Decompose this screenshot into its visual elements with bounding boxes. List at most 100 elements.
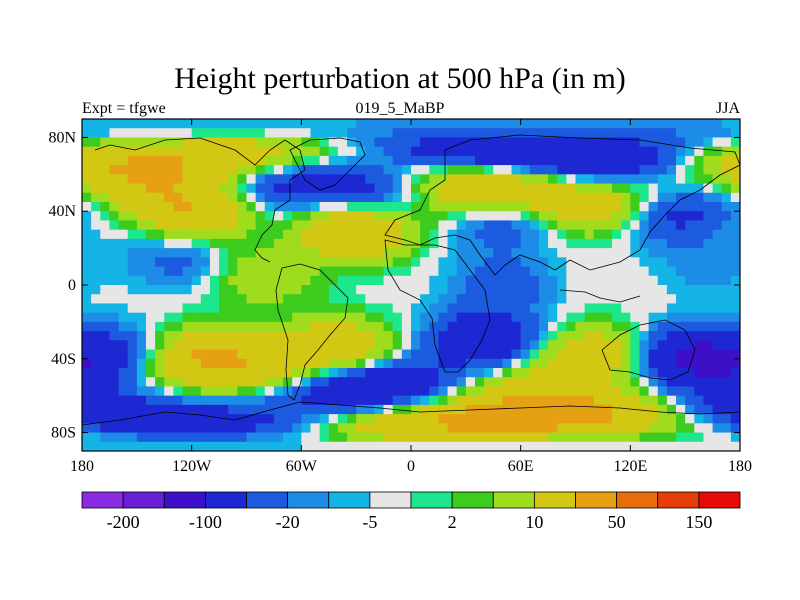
contour-cell	[200, 285, 211, 295]
contour-cell	[319, 266, 330, 277]
contour-cell	[566, 285, 576, 295]
contour-cell	[703, 441, 713, 451]
contour-cell	[438, 432, 448, 443]
contour-cell	[356, 146, 366, 157]
contour-cell	[676, 238, 686, 249]
contour-cell	[118, 165, 129, 175]
contour-cell	[383, 174, 394, 184]
contour-cell	[493, 414, 503, 424]
contour-cell	[429, 294, 439, 304]
contour-cell	[712, 285, 723, 295]
contour-cell	[273, 238, 284, 249]
contour-cell	[365, 192, 375, 203]
contour-cell	[703, 174, 713, 184]
contour-cell	[694, 395, 704, 406]
contour-cell	[648, 368, 659, 378]
contour-cell	[127, 294, 138, 304]
contour-cell	[429, 211, 439, 221]
contour-cell	[420, 441, 430, 451]
contour-cell	[255, 441, 266, 451]
contour-cell	[301, 211, 311, 221]
contour-cell	[200, 183, 211, 194]
contour-cell	[502, 303, 512, 314]
contour-cell	[712, 414, 723, 424]
contour-cell	[191, 220, 202, 231]
contour-cell	[310, 294, 321, 304]
contour-cell	[447, 275, 458, 286]
contour-cell	[155, 404, 165, 415]
contour-cell	[456, 119, 467, 129]
contour-cell	[292, 395, 302, 406]
contour-cell	[374, 238, 384, 249]
contour-cell	[639, 368, 650, 378]
contour-field	[82, 119, 740, 451]
y-tick-label: 0	[68, 277, 76, 294]
contour-cell	[118, 331, 129, 341]
contour-cell	[493, 432, 503, 443]
contour-cell	[347, 202, 357, 212]
contour-cell	[438, 266, 448, 277]
contour-cell	[383, 266, 394, 277]
contour-cell	[529, 266, 540, 277]
contour-cell	[109, 423, 119, 433]
contour-cell	[465, 414, 476, 424]
contour-cell	[511, 183, 522, 194]
contour-cell	[164, 312, 174, 323]
contour-cell	[273, 358, 284, 369]
contour-cell	[685, 119, 695, 129]
contour-cell	[520, 377, 531, 387]
coastline-greenland	[289, 137, 366, 191]
contour-cell	[657, 229, 668, 240]
contour-cell	[694, 358, 704, 369]
contour-cell	[191, 266, 202, 277]
contour-cell	[219, 358, 229, 369]
contour-cell	[356, 331, 366, 341]
contour-cell	[237, 368, 247, 378]
contour-cell	[721, 285, 732, 295]
contour-cell	[237, 285, 247, 295]
contour-cell	[365, 349, 375, 360]
contour-cell	[264, 229, 275, 240]
contour-cell	[255, 404, 266, 415]
contour-cell	[209, 137, 220, 148]
contour-cell	[310, 165, 321, 175]
contour-cell	[520, 238, 531, 249]
contour-cell	[145, 386, 156, 397]
contour-cell	[456, 266, 467, 277]
contour-cell	[392, 423, 403, 433]
contour-cell	[538, 441, 549, 451]
contour-cell	[465, 395, 476, 406]
contour-cell	[237, 275, 247, 286]
contour-cell	[182, 155, 193, 166]
contour-cell	[511, 211, 522, 221]
contour-cell	[237, 229, 247, 240]
contour-cell	[283, 423, 293, 433]
contour-cell	[401, 321, 412, 332]
contour-cell	[538, 294, 549, 304]
contour-cell	[347, 119, 357, 129]
contour-cell	[209, 321, 220, 332]
contour-cell	[447, 349, 458, 360]
contour-cell	[337, 146, 348, 157]
contour-cell	[712, 368, 723, 378]
contour-cell	[219, 238, 229, 249]
contour-cell	[474, 331, 485, 341]
colorbar-swatch	[81, 491, 124, 509]
contour-cell	[730, 331, 740, 341]
contour-cell	[529, 423, 540, 433]
contour-cell	[474, 395, 485, 406]
contour-cell	[721, 128, 732, 138]
contour-cell	[383, 414, 394, 424]
contour-cell	[200, 128, 211, 138]
contour-cell	[301, 275, 311, 286]
contour-cell	[703, 340, 713, 350]
contour-cell	[511, 331, 522, 341]
contour-cell	[447, 312, 458, 323]
contour-cell	[666, 331, 677, 341]
contour-cell	[136, 202, 147, 212]
contour-cell	[557, 386, 567, 397]
contour-cell	[575, 349, 586, 360]
contour-cell	[612, 303, 622, 314]
contour-cell	[703, 165, 713, 175]
contour-cell	[694, 137, 704, 148]
